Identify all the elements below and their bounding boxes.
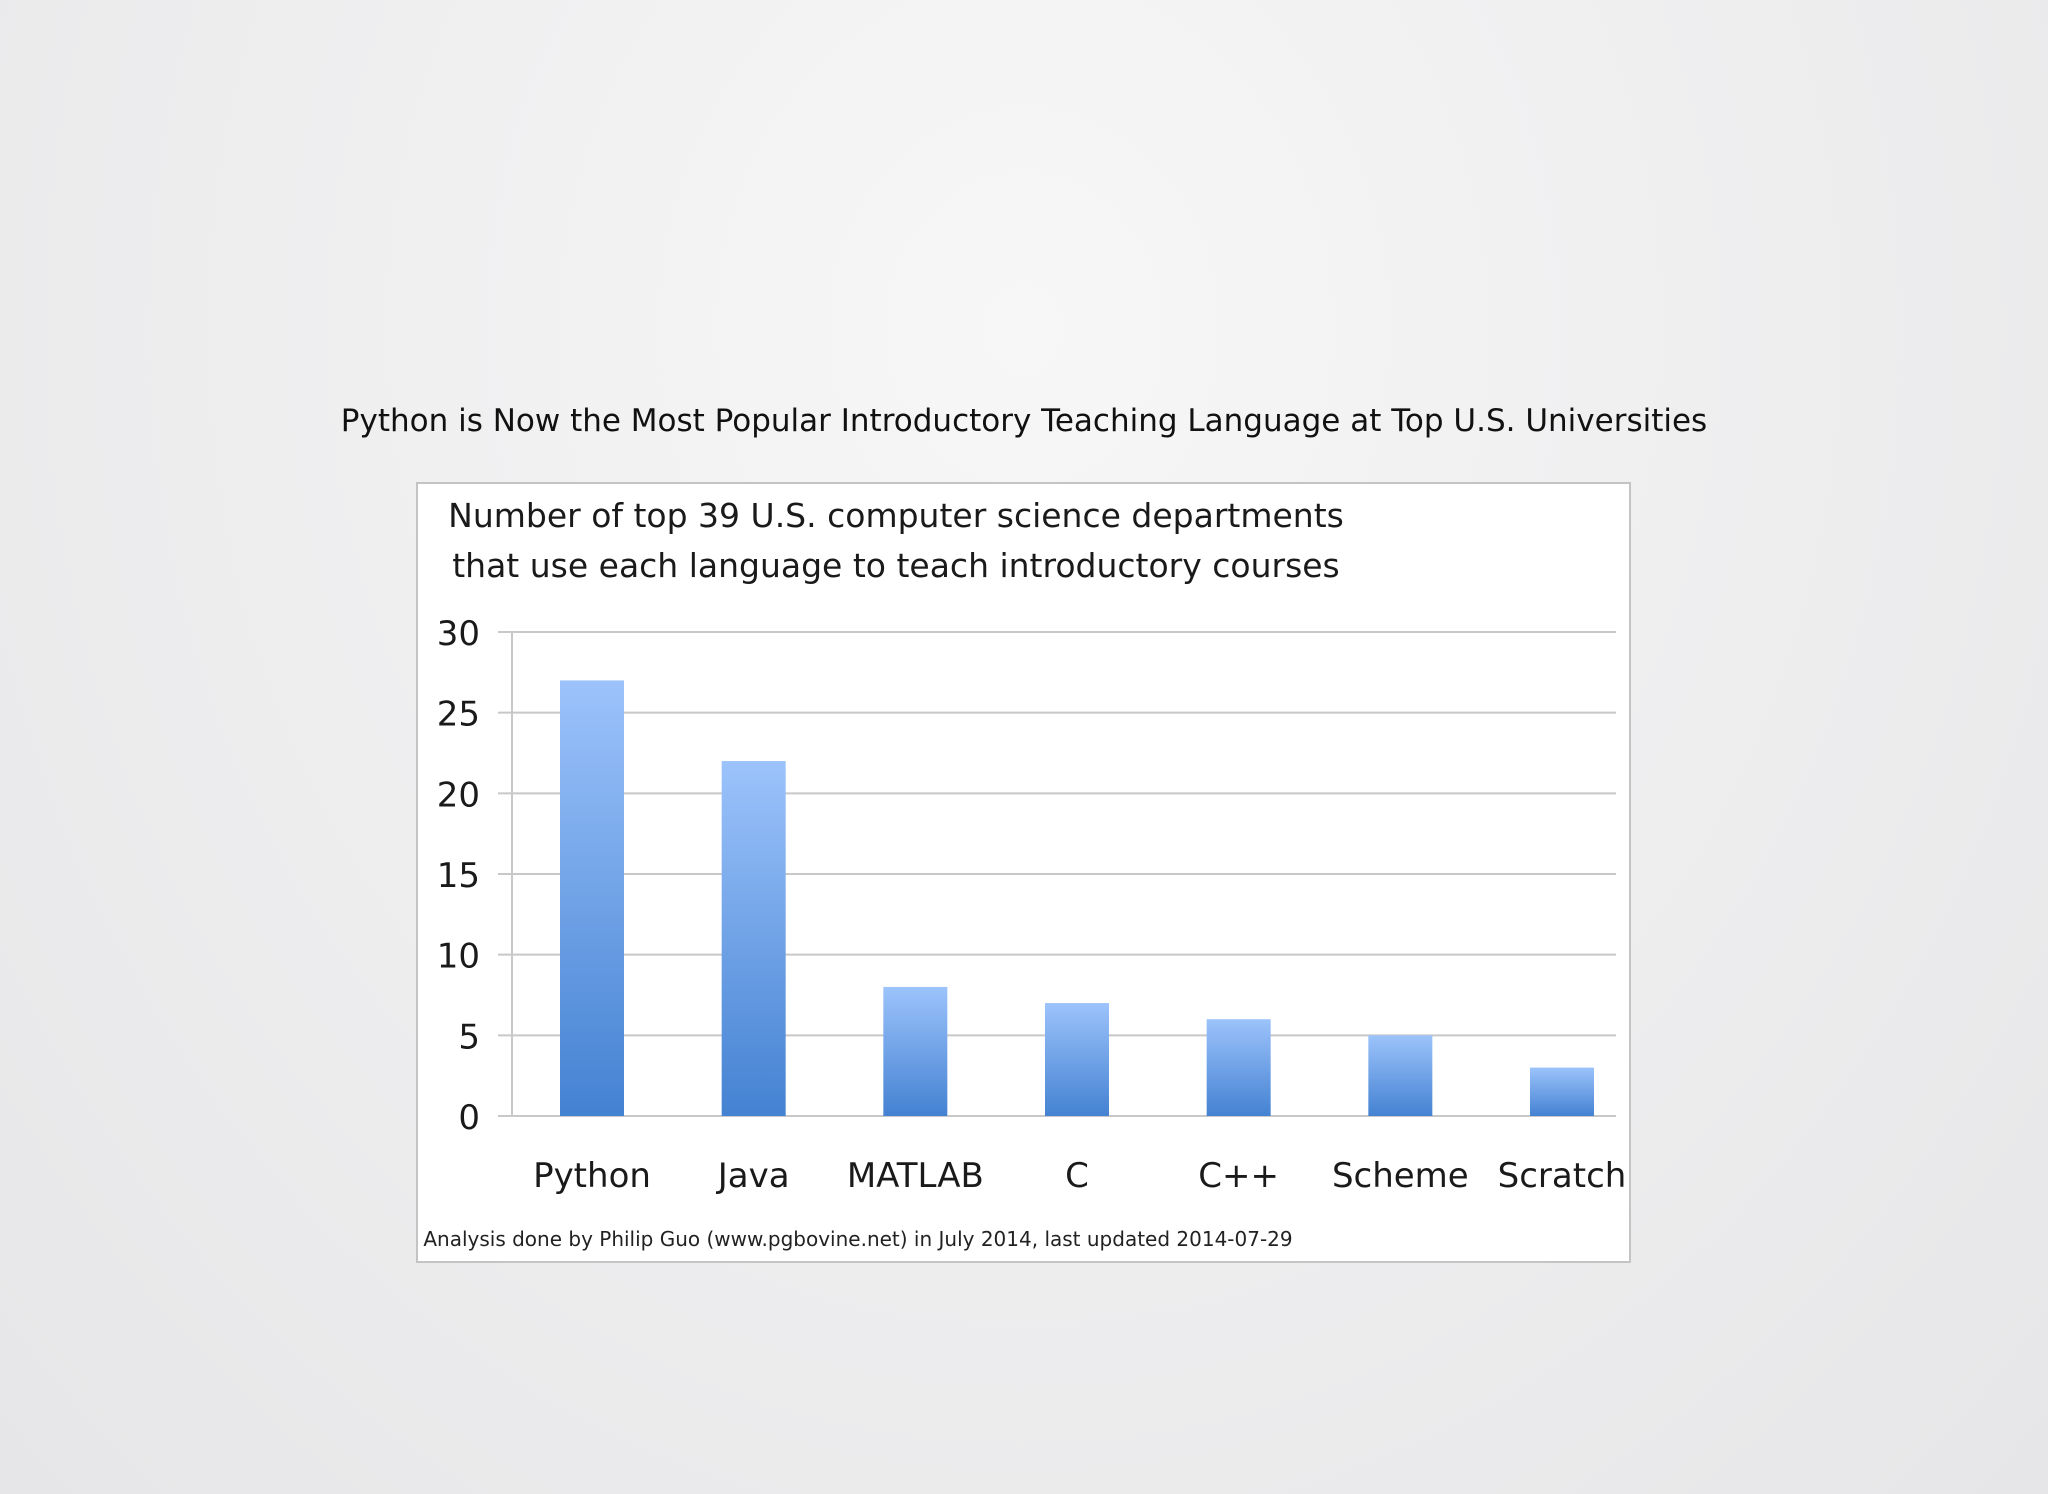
x-tick-label: Java: [716, 1156, 790, 1196]
y-tick-label: 0: [458, 1098, 480, 1138]
y-tick-label: 25: [437, 695, 480, 735]
x-tick-label: MATLAB: [847, 1156, 984, 1196]
chart-frame: Number of top 39 U.S. computer science d…: [416, 482, 1631, 1263]
y-tick-label: 30: [437, 614, 480, 654]
y-tick-label: 15: [437, 856, 480, 896]
y-tick-label: 5: [458, 1017, 480, 1057]
bar-python: [560, 680, 624, 1116]
x-tick-label: Scheme: [1332, 1156, 1469, 1196]
bar-c: [1045, 1003, 1109, 1116]
bars: [560, 680, 1594, 1116]
slide-title: Python is Now the Most Popular Introduct…: [340, 403, 1708, 439]
x-tick-label: C++: [1198, 1156, 1279, 1196]
bar-matlab: [883, 986, 948, 1116]
bar-chart: Number of top 39 U.S. computer science d…: [423, 496, 1626, 1251]
x-axis-labels: Python Java MATLAB C C++ Scheme Scratch: [533, 1156, 1626, 1196]
chart-subtitle: that use each language to teach introduc…: [452, 546, 1340, 585]
x-tick-label: C: [1065, 1156, 1089, 1196]
bar-scratch: [1530, 1067, 1594, 1116]
y-tick-label: 20: [437, 775, 480, 815]
x-tick-label: Scratch: [1498, 1156, 1627, 1196]
bar-cplusplus: [1206, 1019, 1271, 1116]
chart-footnote: Analysis done by Philip Guo (www.pgbovin…: [423, 1227, 1292, 1251]
bar-java: [721, 761, 786, 1116]
y-axis-ticks: 0 5 10 15 20 25 30: [437, 614, 480, 1138]
gridlines: [498, 631, 1616, 1117]
y-tick-label: 10: [437, 937, 480, 977]
bar-scheme: [1368, 1035, 1433, 1116]
chart-title: Number of top 39 U.S. computer science d…: [448, 496, 1344, 535]
x-tick-label: Python: [533, 1156, 651, 1196]
